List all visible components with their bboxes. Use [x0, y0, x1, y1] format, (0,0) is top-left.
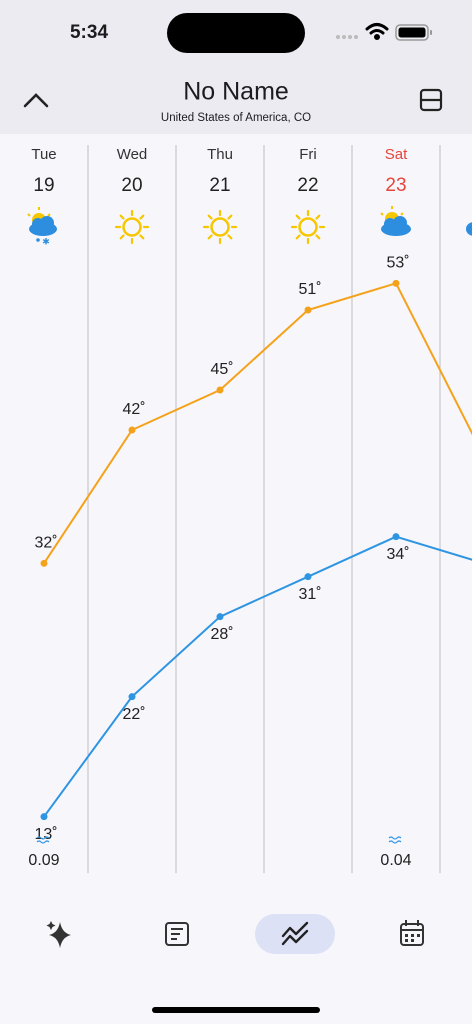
day-label: Tue: [31, 146, 56, 163]
temperature-label: 22˚: [122, 706, 145, 723]
wave: [36, 840, 50, 844]
nav-calendar[interactable]: [400, 920, 424, 946]
wave: [36, 836, 50, 840]
wifi: [365, 23, 389, 40]
rain-icon: [388, 836, 402, 844]
temperature-label: 51˚: [298, 281, 321, 298]
temperature-point: [128, 693, 136, 701]
signal: [336, 35, 358, 39]
sun-ray: [207, 234, 213, 240]
day-label: Thu: [207, 146, 233, 163]
temperature-label: 32˚: [34, 535, 57, 552]
sun-ray: [295, 214, 301, 220]
sun-ray: [227, 234, 233, 240]
date-label: 19: [33, 175, 54, 196]
temperature-point: [392, 279, 400, 287]
weather-icon: [202, 209, 238, 245]
home-indicator: [152, 1007, 320, 1013]
temperature-point: [128, 426, 136, 434]
temperature-line: [43, 535, 472, 818]
weather-icon: [290, 209, 326, 245]
sun-ray: [315, 214, 321, 220]
sun-ray: [119, 214, 125, 220]
sun: [122, 217, 142, 237]
layout-button[interactable]: [419, 88, 443, 112]
dynamic-island: [167, 13, 305, 53]
temperature-label: 28˚: [210, 626, 233, 643]
location-title: No Name: [183, 78, 289, 106]
sun-ray: [295, 234, 301, 240]
sun-ray: [139, 214, 145, 220]
battery: [395, 24, 432, 41]
sun: [298, 217, 318, 237]
sun-ray: [315, 234, 321, 240]
day-label: Fri: [299, 146, 317, 163]
date-label: 22: [297, 175, 318, 196]
wave: [388, 840, 402, 844]
sun-ray: [119, 234, 125, 240]
temperature-point: [216, 386, 224, 394]
sun-ray: [139, 234, 145, 240]
wave: [388, 836, 402, 840]
temperature-label: 34˚: [386, 546, 409, 563]
temperature-label: 42˚: [122, 401, 145, 418]
sun: [210, 217, 230, 237]
day-label: Wed: [117, 146, 148, 163]
nav-chart[interactable]: [281, 921, 309, 946]
svg-text:✱: ✱: [42, 236, 50, 246]
temperature-line: [43, 282, 472, 564]
precipitation-label: 0.04: [380, 852, 411, 869]
weather-icon: [114, 209, 150, 245]
temperature-point: [40, 559, 48, 567]
sun-ray: [227, 214, 233, 220]
temperature-point: [216, 613, 224, 621]
location-subtitle: United States of America, CO: [161, 112, 311, 124]
weather-icon: [380, 206, 472, 236]
temperature-point: [392, 533, 400, 541]
temperature-point: [304, 573, 312, 581]
temperature-point: [304, 306, 312, 314]
status-time: 5:34: [70, 22, 108, 43]
temperature-point: [40, 813, 48, 821]
temperature-label: 53˚: [386, 255, 409, 272]
sun-ray: [207, 214, 213, 220]
date-label: 21: [209, 175, 230, 196]
day-label: Sat: [385, 146, 408, 163]
date-label: 23: [385, 175, 406, 196]
weather-icon: ✱: [27, 207, 57, 246]
temperature-label: 31˚: [298, 586, 321, 603]
temperature-label: 45˚: [210, 361, 233, 378]
nav-ai[interactable]: [46, 921, 72, 948]
precipitation-label: 0.09: [28, 852, 59, 869]
collapse-button[interactable]: [23, 93, 49, 108]
temperature-label: 13˚: [34, 826, 57, 843]
nav-summary[interactable]: [165, 922, 189, 946]
rain-icon: [36, 836, 50, 844]
date-label: 20: [121, 175, 142, 196]
